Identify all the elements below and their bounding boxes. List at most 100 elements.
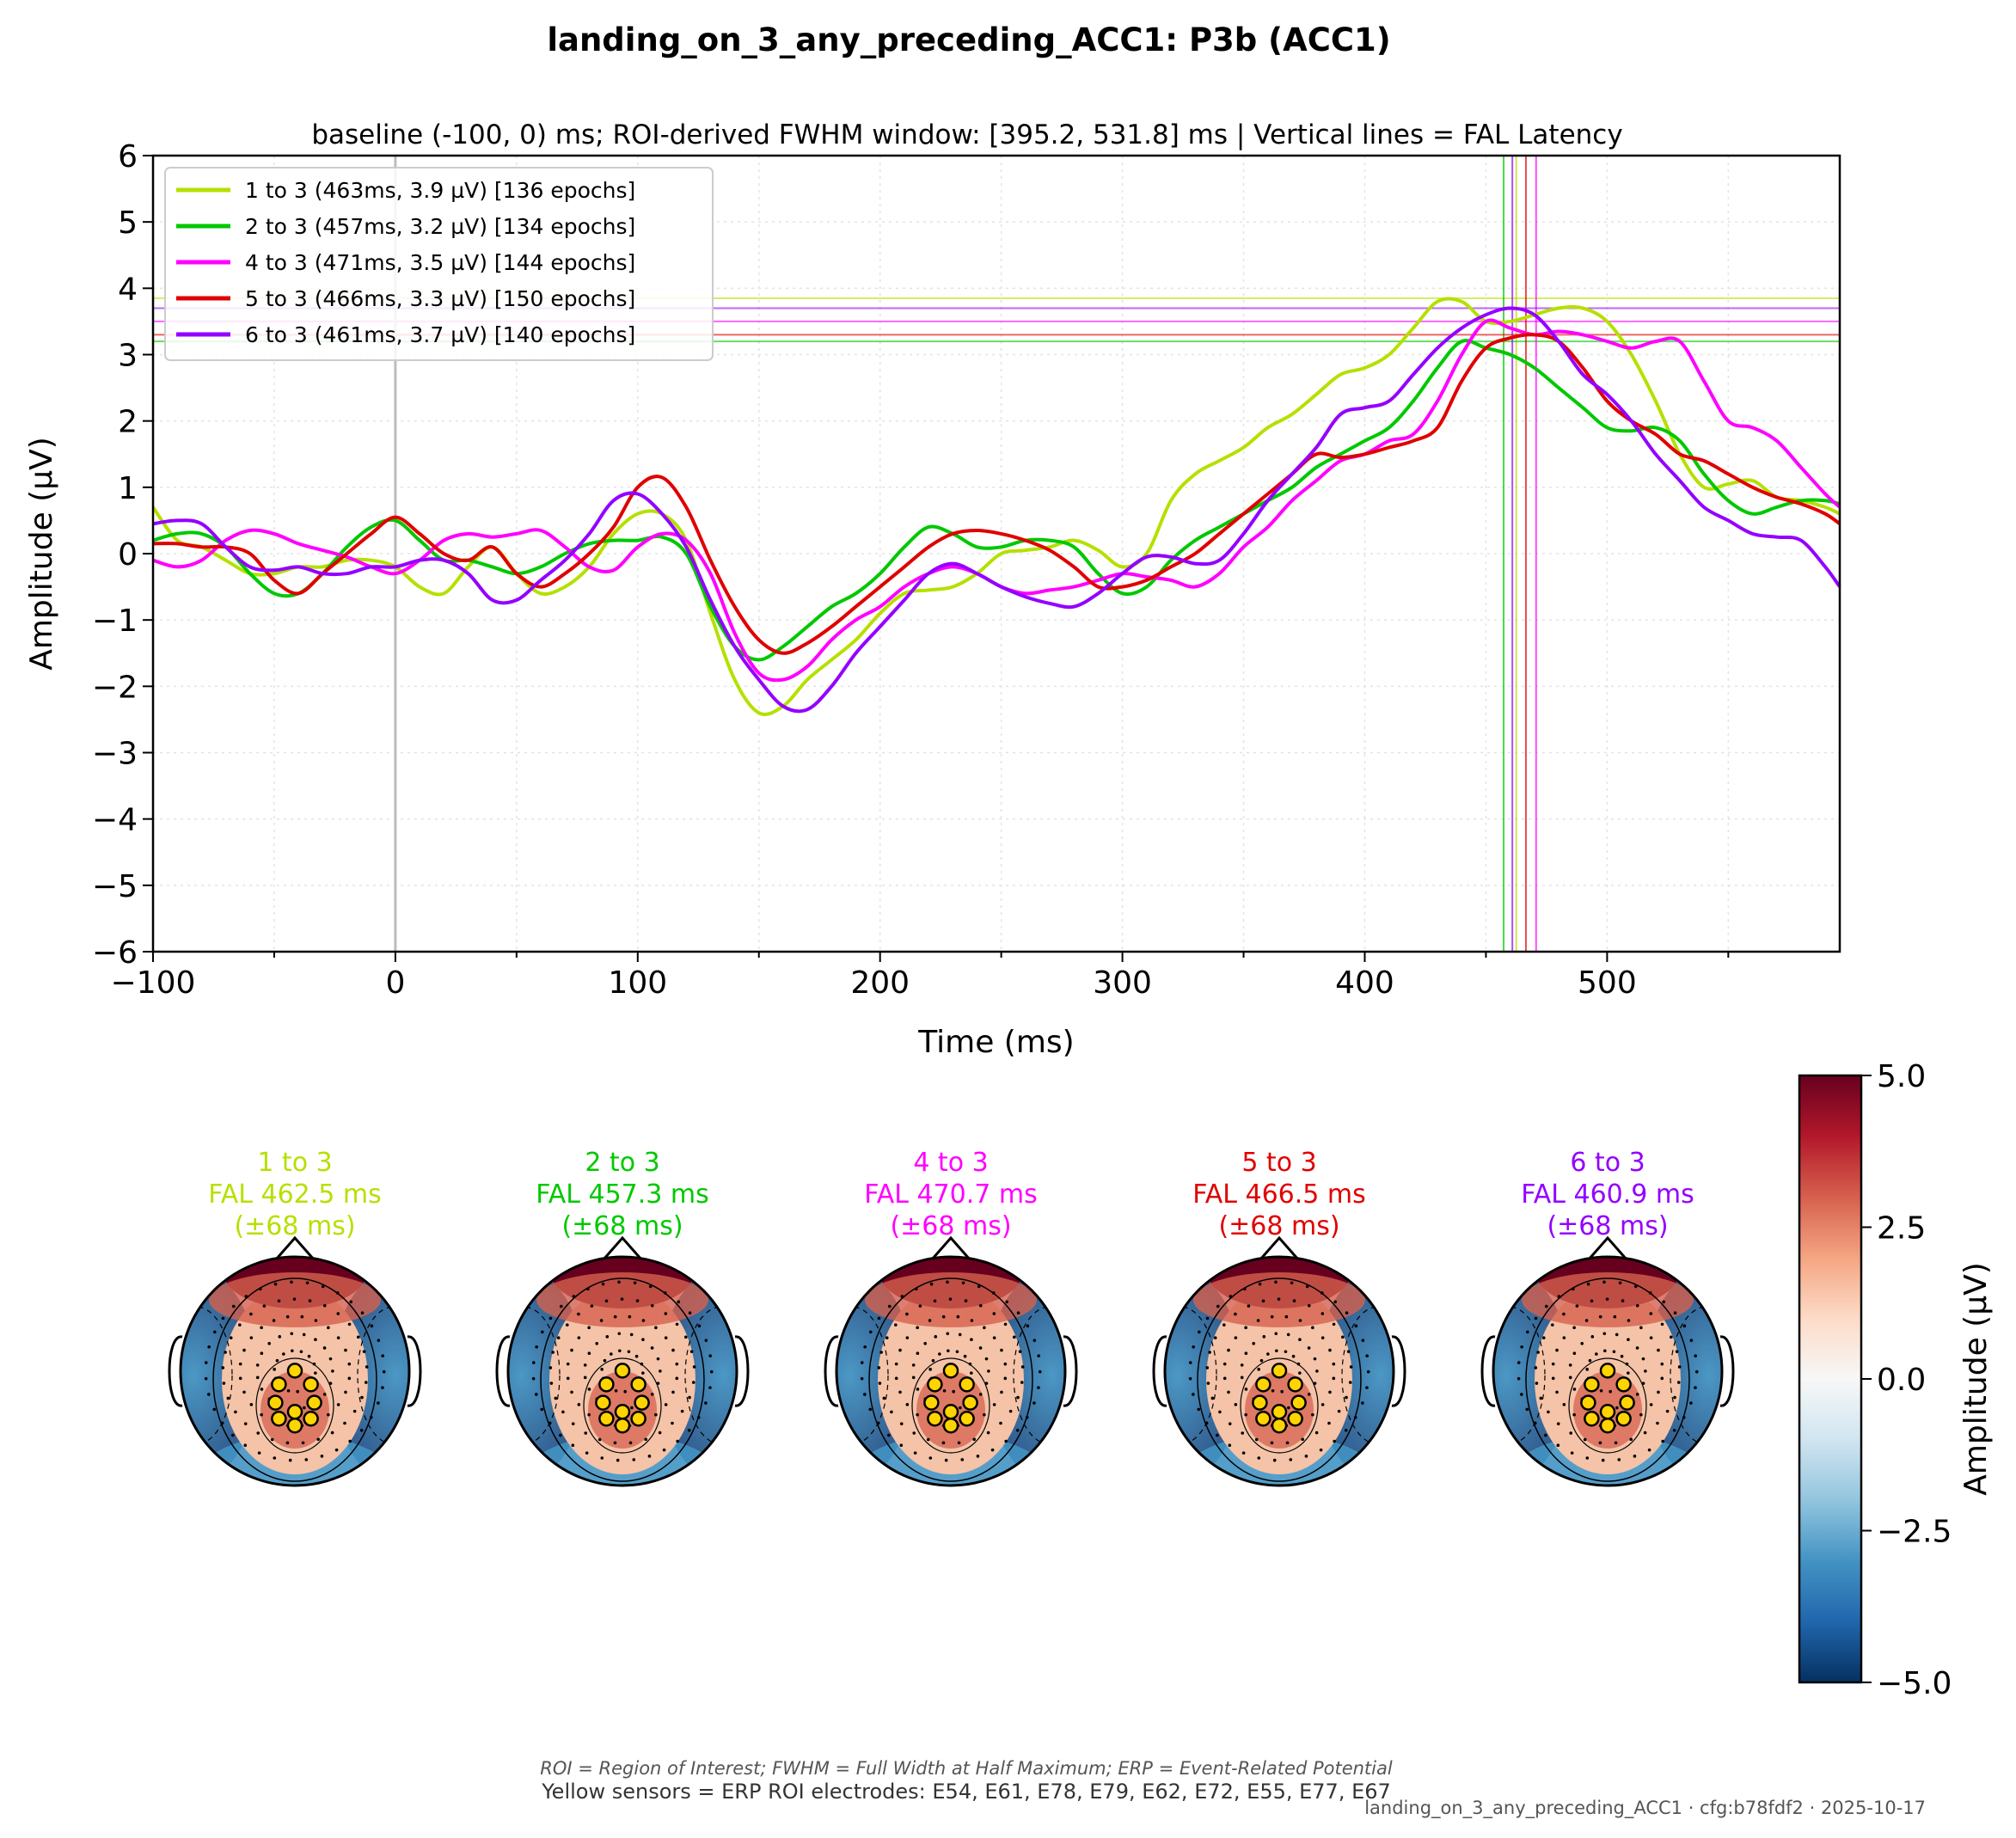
topomap-sensor xyxy=(656,1382,660,1385)
topomap-sensor xyxy=(1599,1388,1603,1393)
erp-chart: baseline (-100, 0) ms; ROI-derived FWHM … xyxy=(24,119,1841,1060)
topomap-sensor xyxy=(1572,1388,1577,1391)
topomap-sensor xyxy=(1020,1381,1024,1384)
topomap-sensor xyxy=(1000,1348,1003,1352)
y-tick-label: 6 xyxy=(118,139,138,175)
topomap-sensor xyxy=(942,1388,947,1393)
topomap-sensor xyxy=(882,1396,886,1400)
topomap-sensor xyxy=(614,1388,618,1393)
topomap-sensor xyxy=(1568,1363,1572,1367)
topomap-sensor xyxy=(273,1368,276,1371)
topomap-sensor xyxy=(1517,1376,1521,1381)
topomap-sensor xyxy=(1261,1299,1265,1303)
topomap-sensor xyxy=(869,1330,873,1334)
topomap-sensor xyxy=(634,1354,639,1358)
topomap-contour xyxy=(1197,1277,1362,1482)
topomap-roi-sensor xyxy=(1615,1376,1632,1393)
topomap-roi-sensor xyxy=(1599,1403,1616,1420)
topomap-sensor xyxy=(1258,1282,1262,1286)
topomap-sensor xyxy=(1517,1361,1521,1364)
topomap-sensor xyxy=(709,1369,714,1374)
topomap-sensor xyxy=(620,1297,624,1302)
topomap-sensor xyxy=(664,1312,668,1315)
topomap-sensor xyxy=(887,1304,892,1308)
topomap-sensor xyxy=(1556,1422,1560,1425)
topomap-sensor xyxy=(970,1319,974,1322)
topomap-sensor xyxy=(291,1349,294,1353)
topomap-sensor xyxy=(629,1333,634,1337)
topomap-sensor xyxy=(887,1433,891,1437)
topomap-sensor xyxy=(577,1336,581,1339)
topomap-roi-sensor xyxy=(959,1410,975,1427)
x-tick-label: 400 xyxy=(1335,965,1394,1001)
topomap-sensor xyxy=(1003,1362,1008,1366)
topomap-sensor xyxy=(257,1451,261,1455)
topomap-sensor xyxy=(1266,1352,1270,1356)
topomap-sensor xyxy=(1345,1311,1349,1315)
topomap-sensor xyxy=(928,1368,932,1371)
topomap-sensor xyxy=(360,1395,364,1400)
topomap-sensor xyxy=(677,1300,680,1304)
topomap-sensor xyxy=(916,1388,920,1391)
topomap-sensor xyxy=(957,1441,961,1445)
topomap-sensor xyxy=(244,1295,248,1298)
topomap-sensor xyxy=(1346,1350,1351,1353)
topomap-sensor xyxy=(1562,1403,1566,1406)
topomap-sensor xyxy=(1286,1333,1290,1337)
topomap-sensor xyxy=(1556,1443,1560,1448)
topomap-sensor xyxy=(605,1335,610,1339)
topomap-sensor xyxy=(302,1333,306,1337)
topomap-sensor xyxy=(928,1456,933,1460)
topomap-sensor xyxy=(1621,1299,1625,1302)
topomap-sensor xyxy=(633,1281,637,1285)
topomap-sensor xyxy=(1037,1386,1040,1389)
topomap-sensor xyxy=(1570,1451,1574,1455)
y-tick-label: 3 xyxy=(118,339,138,374)
topomap-head-outline xyxy=(835,1255,1067,1487)
topomap-sensor xyxy=(359,1428,364,1432)
topomap-sensor xyxy=(1240,1375,1244,1380)
topomap-sensor xyxy=(704,1339,708,1342)
topomap-nose xyxy=(274,1235,316,1260)
topomap-sensor xyxy=(1657,1390,1660,1394)
topomap-sensor xyxy=(911,1363,916,1367)
x-tick-label: −100 xyxy=(111,965,196,1001)
topomap-sensor xyxy=(1534,1316,1538,1320)
topomap-sensor xyxy=(894,1323,898,1326)
topomap-sensor xyxy=(1270,1314,1274,1319)
topomap-sensor xyxy=(549,1382,554,1385)
topomap-contour xyxy=(1568,1357,1647,1454)
topomap-sensor xyxy=(654,1412,658,1417)
y-tick-label: 1 xyxy=(118,471,138,506)
topomap-sensor xyxy=(1321,1403,1325,1406)
topomap-sensor xyxy=(688,1395,691,1400)
topomap-sensor xyxy=(1307,1346,1311,1350)
topomap-condition-label: 4 to 3 xyxy=(913,1148,988,1178)
topomap-ear-right xyxy=(1391,1335,1406,1407)
topomap-sensor xyxy=(256,1431,260,1435)
topomap-sensor xyxy=(1601,1458,1605,1462)
topomap-sensor xyxy=(314,1371,317,1375)
topomap-sensor xyxy=(1639,1412,1643,1417)
topomap-sensor xyxy=(1274,1280,1278,1284)
topomap-sensor xyxy=(976,1455,980,1458)
topomap-sensor xyxy=(1534,1366,1538,1369)
topomap-sensor xyxy=(708,1386,712,1389)
topomap-sensor xyxy=(1627,1319,1631,1322)
topomap-sensor xyxy=(570,1390,573,1394)
topomap-sensor xyxy=(1311,1412,1314,1417)
topomap-head-outline xyxy=(506,1255,738,1487)
topomap-sensor xyxy=(262,1304,267,1308)
topomap-sensor xyxy=(535,1345,538,1349)
topomap-sensor xyxy=(1361,1339,1365,1342)
topomap-contour xyxy=(836,1306,889,1445)
topomap-sensor xyxy=(1000,1390,1003,1394)
topomap-sensor xyxy=(1315,1369,1319,1373)
topomap-sensor xyxy=(635,1299,640,1302)
topomap-sensor xyxy=(688,1311,692,1315)
topomap-sensor xyxy=(273,1282,278,1286)
y-tick-label: 4 xyxy=(118,272,138,307)
